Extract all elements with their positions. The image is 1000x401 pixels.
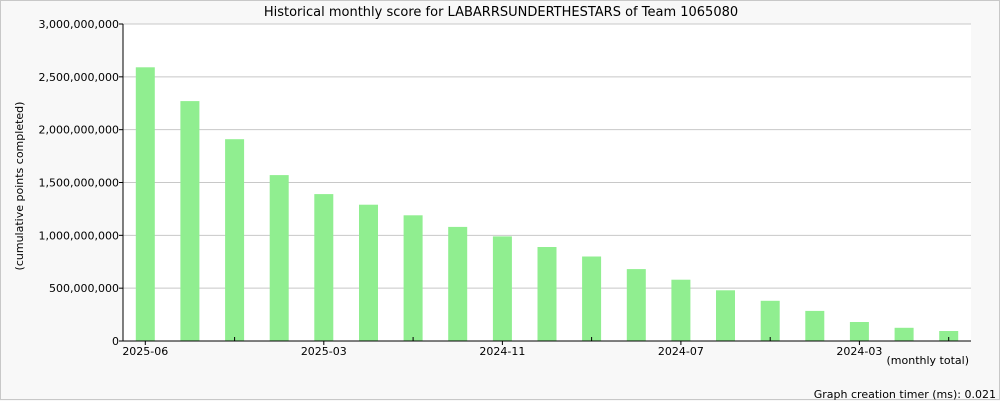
- y-tick-label: 0: [112, 335, 119, 348]
- bar-2025-06: [135, 67, 155, 342]
- bars: [135, 67, 959, 342]
- bar-2024-05: [716, 290, 735, 341]
- bar-2024-03: [805, 310, 825, 341]
- y-tick-label: 3,000,000,000: [39, 18, 119, 31]
- y-tick-label: 500,000,000: [49, 282, 119, 295]
- bar-2024-06: [671, 279, 691, 341]
- bar-2024-10: [492, 236, 512, 341]
- x-tick-label: 2024-07: [658, 345, 704, 358]
- x-tick-label: 2024-03: [836, 345, 882, 358]
- bar-2024-08: [582, 256, 602, 341]
- bar-2025-02: [314, 194, 334, 341]
- y-axis-ticks: 0 500,000,000 1,000,000,000 1,500,000,000 2,…: [39, 18, 123, 348]
- y-tick-label: 1,500,000,000: [39, 177, 119, 190]
- x-tick-label: 2025-06: [122, 345, 168, 358]
- bar-2023-12: [939, 331, 959, 341]
- bar-2025-04: [225, 139, 245, 341]
- y-tick-label: 1,000,000,000: [39, 229, 119, 242]
- bar-2024-02: [849, 322, 869, 341]
- bar-2025-01: [359, 204, 378, 341]
- bar-2024-09: [537, 247, 557, 341]
- bar-2025-03: [269, 175, 289, 341]
- bar-2024-01: [894, 327, 914, 341]
- x-tick-label: 2025-03: [301, 345, 347, 358]
- grid-lines: [123, 23, 971, 289]
- bar-2024-12: [403, 215, 423, 341]
- x-axis-ticks: 2025-06 2025-03 2024-11 2024-07 2024-03: [122, 337, 950, 358]
- bar-2025-05: [180, 101, 200, 341]
- y-tick-label: 2,000,000,000: [39, 124, 119, 137]
- graph-timer-text: Graph creation timer (ms): 0.021: [814, 388, 996, 401]
- chart-title: Historical monthly score for LABARRSUNDE…: [264, 5, 738, 20]
- y-axis-label: (cumulative points completed): [13, 102, 26, 271]
- x-axis-label: (monthly total): [887, 354, 970, 367]
- x-tick-label: 2024-11: [479, 345, 525, 358]
- bar-2024-04: [760, 300, 780, 341]
- y-tick-label: 2,500,000,000: [39, 71, 119, 84]
- bar-2024-11: [448, 226, 468, 341]
- bar-2024-07: [626, 269, 646, 341]
